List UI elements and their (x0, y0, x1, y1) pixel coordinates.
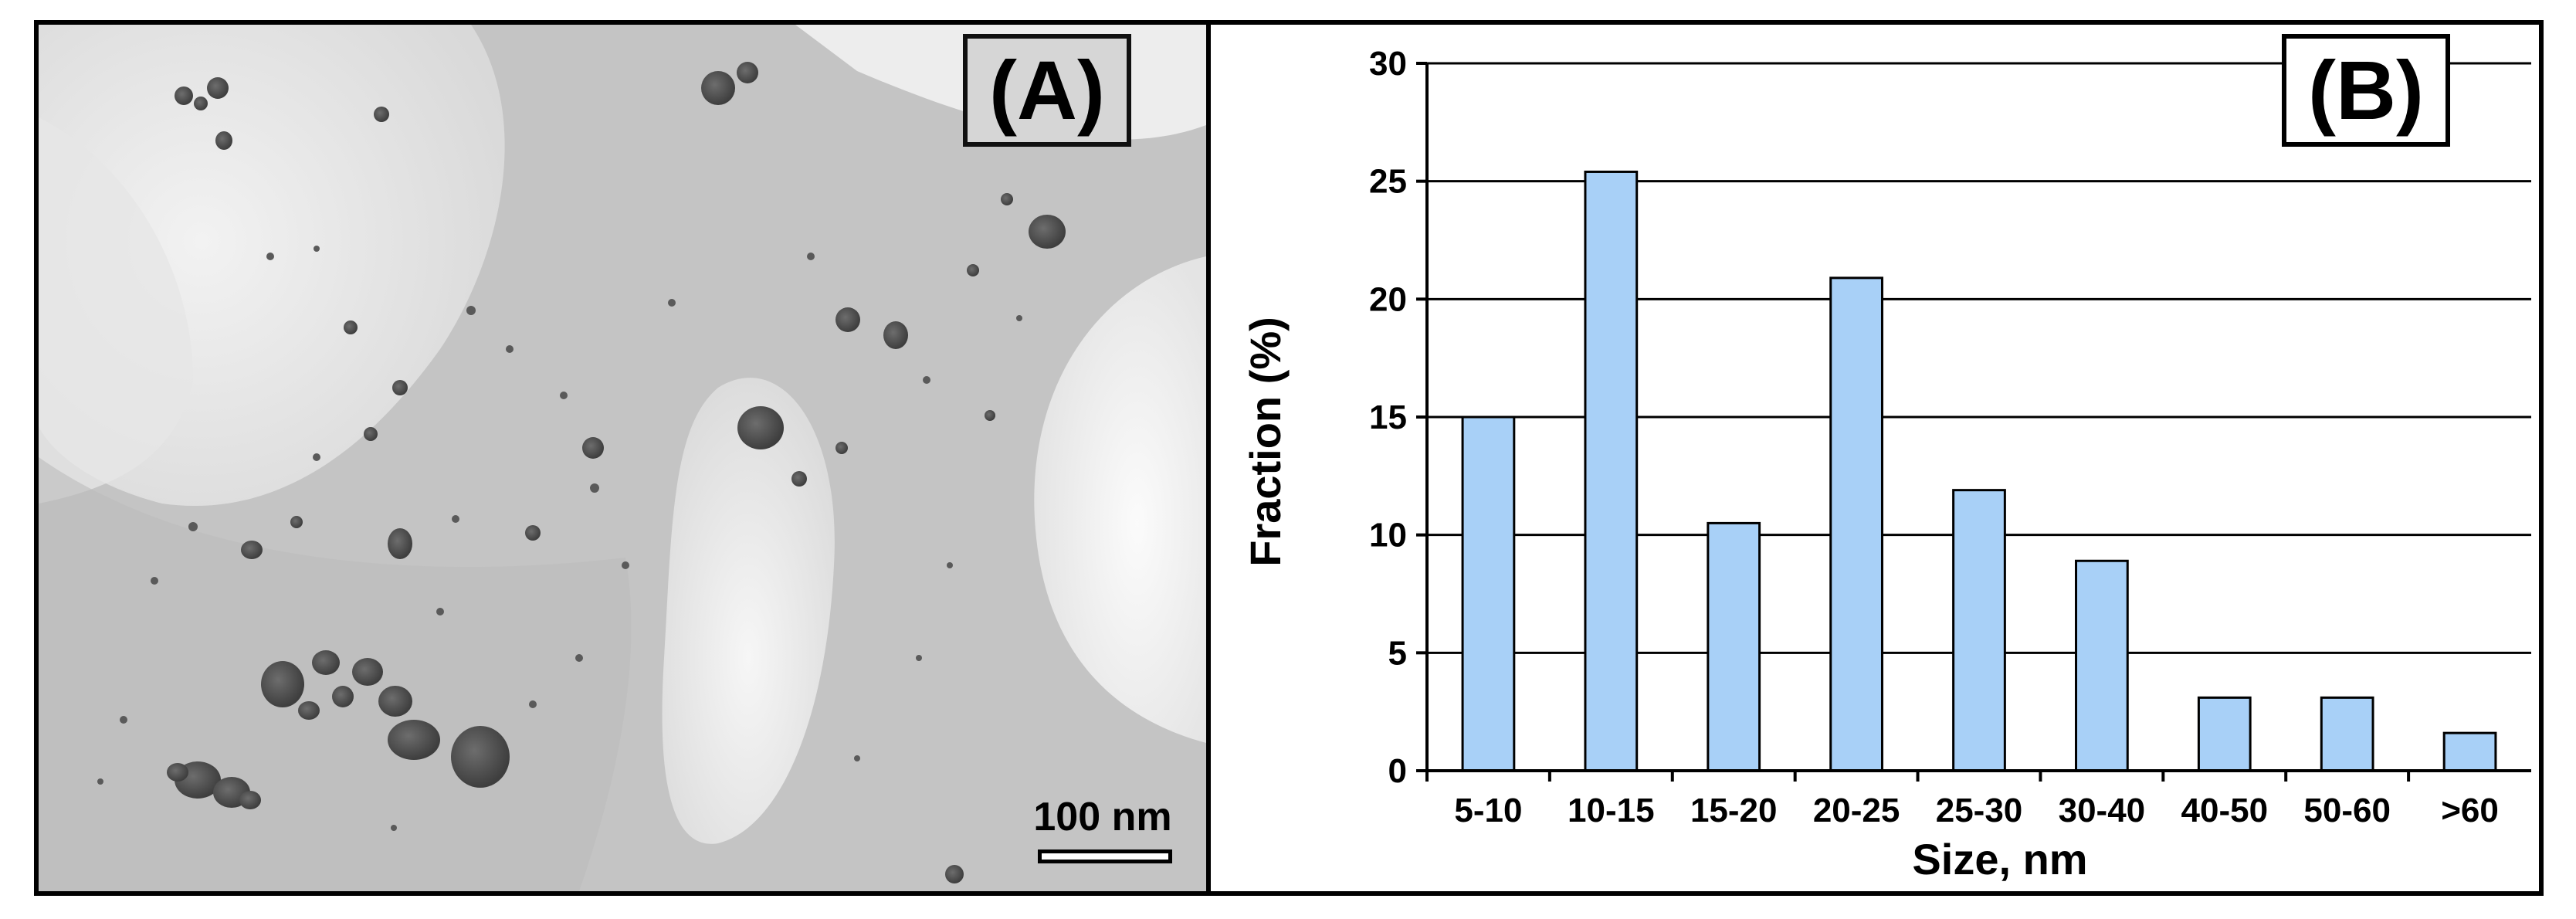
y-tick-label: 0 (1388, 752, 1407, 790)
bar-50-60 (2320, 696, 2374, 772)
x-tick-label: 25-30 (1936, 792, 2023, 829)
panel-a-label: (A) (963, 34, 1131, 147)
scale-bar-label: 100 nm (1033, 795, 1172, 839)
bar-15-20 (1707, 521, 1761, 772)
x-tick-label: 40-50 (2181, 792, 2269, 829)
x-tick-label: 50-60 (2303, 792, 2391, 829)
tem-micrograph-panel: (A) 100 nm (39, 25, 1206, 891)
y-tick-label: 10 (1369, 517, 1407, 554)
bar-10-15 (1584, 170, 1639, 772)
bar-20-25 (1829, 276, 1883, 772)
bar->60 (2442, 731, 2497, 772)
y-tick-label: 20 (1369, 280, 1407, 318)
y-tick-label: 25 (1369, 163, 1407, 201)
y-tick-label: 5 (1388, 634, 1407, 672)
tem-micrograph-image (39, 25, 1206, 891)
axes (1416, 62, 2531, 782)
histogram-panel: 0 5 10 15 20 25 30 5-10 10-15 15-20 20-25 25-30 30-… (1211, 25, 2539, 891)
x-tick-label: 10-15 (1568, 792, 1655, 829)
x-tick-label: 30-40 (2059, 792, 2146, 829)
bar-25-30 (1952, 489, 2006, 772)
scale-bar (1038, 849, 1172, 863)
panel-divider (1206, 25, 1211, 891)
x-tick-labels: 5-10 10-15 15-20 20-25 25-30 30-40 40-50 50-60 >… (1454, 792, 2498, 829)
x-tick-label: >60 (2441, 792, 2499, 829)
histogram-chart: 0 5 10 15 20 25 30 5-10 10-15 15-20 20-25 25-30 30-… (1241, 45, 2531, 883)
panel-b-label: (B) (2282, 34, 2450, 147)
bars (1461, 170, 2497, 772)
bar-5-10 (1461, 415, 1516, 772)
y-tick-labels: 0 5 10 15 20 25 30 (1369, 45, 1407, 790)
y-axis-title: Fraction (%) (1241, 317, 1290, 567)
bar-40-50 (2197, 696, 2252, 772)
bar-30-40 (2075, 559, 2129, 772)
x-tick-label: 20-25 (1813, 792, 1900, 829)
x-tick-label: 15-20 (1690, 792, 1778, 829)
y-tick-label: 30 (1369, 45, 1407, 83)
y-tick-label: 15 (1369, 398, 1407, 436)
x-axis-title: Size, nm (1912, 835, 2087, 883)
x-tick-label: 5-10 (1454, 792, 1522, 829)
